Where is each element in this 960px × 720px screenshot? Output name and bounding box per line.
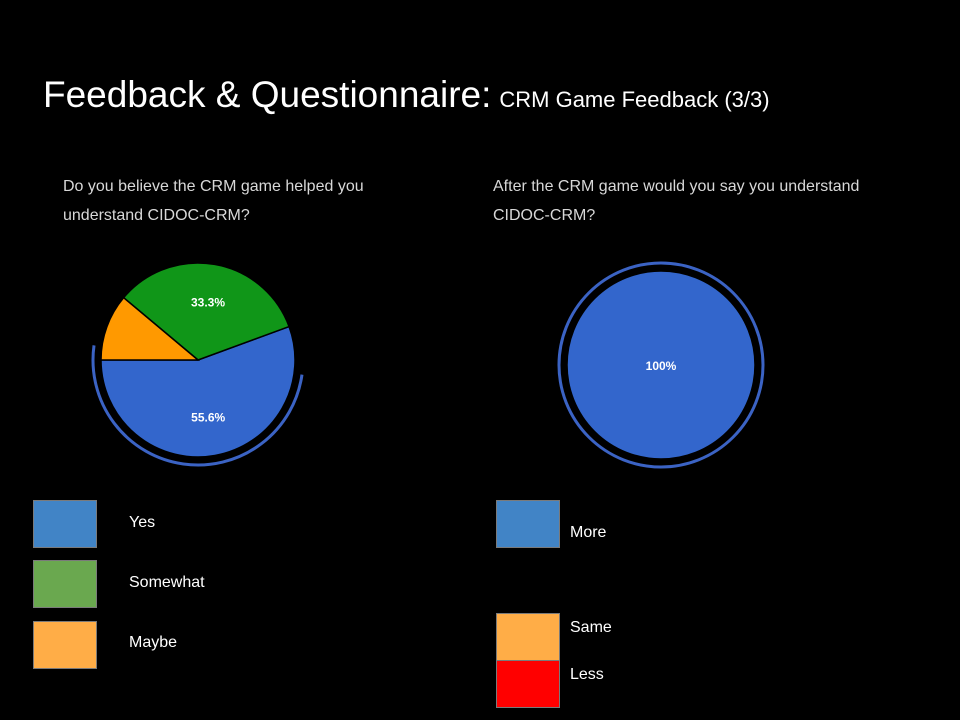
legend-label-maybe: Maybe (129, 634, 178, 651)
legend-swatch-same (496, 613, 560, 661)
title-subtitle: CRM Game Feedback (3/3) (499, 87, 770, 112)
legend-swatch-somewhat (33, 560, 97, 608)
legend-swatch-yes (33, 500, 97, 548)
pie1-label-somewhat: 33.3% (191, 296, 225, 310)
legend-label-yes: Yes (129, 514, 156, 531)
legend-swatch-more (496, 500, 560, 548)
pie-ring-1 (91, 345, 304, 467)
pie-ring-2 (557, 261, 765, 469)
legend-label-more: More (570, 524, 607, 541)
legend-swatch-less (496, 660, 560, 708)
legend-label-less: Less (570, 666, 604, 683)
pie2-slice-more (566, 270, 756, 460)
legend-swatch-maybe (33, 621, 97, 669)
question-1: Do you believe the CRM game helped you u… (63, 178, 364, 224)
legend-label-somewhat: Somewhat (129, 574, 205, 591)
pie1-slice-maybe (100, 296, 201, 361)
slide-title: Feedback & Questionnaire: CRM Game Feedba… (43, 74, 770, 116)
legend-label-same: Same (570, 619, 612, 636)
pie1-slice-yes (100, 325, 296, 458)
question-2: After the CRM game would you say you und… (493, 178, 860, 224)
pie1-slice-somewhat (122, 262, 291, 361)
pie1-label-yes: 55.6% (191, 410, 225, 424)
title-main: Feedback & Questionnaire: (43, 74, 492, 115)
pie2-label-more: 100% (646, 359, 677, 373)
